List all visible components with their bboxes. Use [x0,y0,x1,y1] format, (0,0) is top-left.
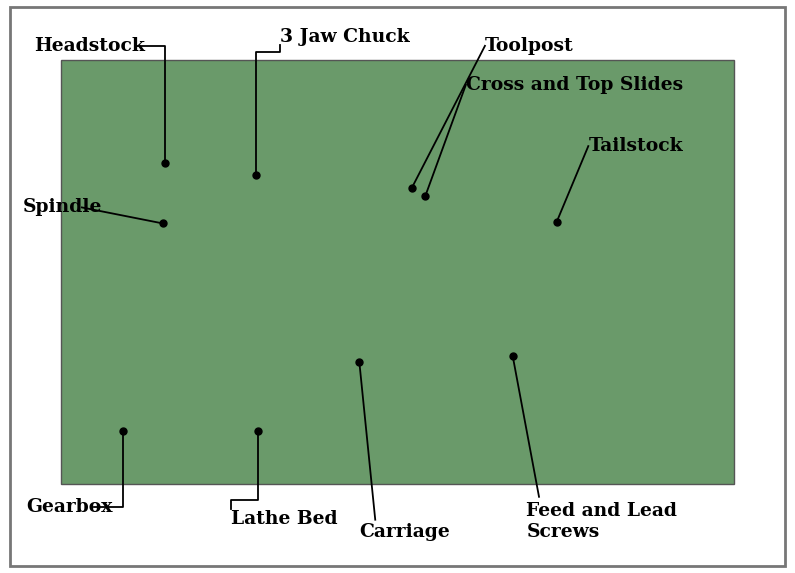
Text: Cross and Top Slides: Cross and Top Slides [466,76,683,94]
Text: Gearbox: Gearbox [26,498,113,516]
Text: Feed and Lead
Screws: Feed and Lead Screws [526,502,677,541]
Text: Headstock: Headstock [34,37,145,55]
Text: Tailstock: Tailstock [588,137,683,155]
Text: Carriage: Carriage [359,523,450,541]
Text: Spindle: Spindle [22,198,102,217]
Text: Lathe Bed: Lathe Bed [231,509,337,528]
Text: 3 Jaw Chuck: 3 Jaw Chuck [280,28,409,46]
Text: Toolpost: Toolpost [485,37,574,55]
Bar [61,60,734,484]
